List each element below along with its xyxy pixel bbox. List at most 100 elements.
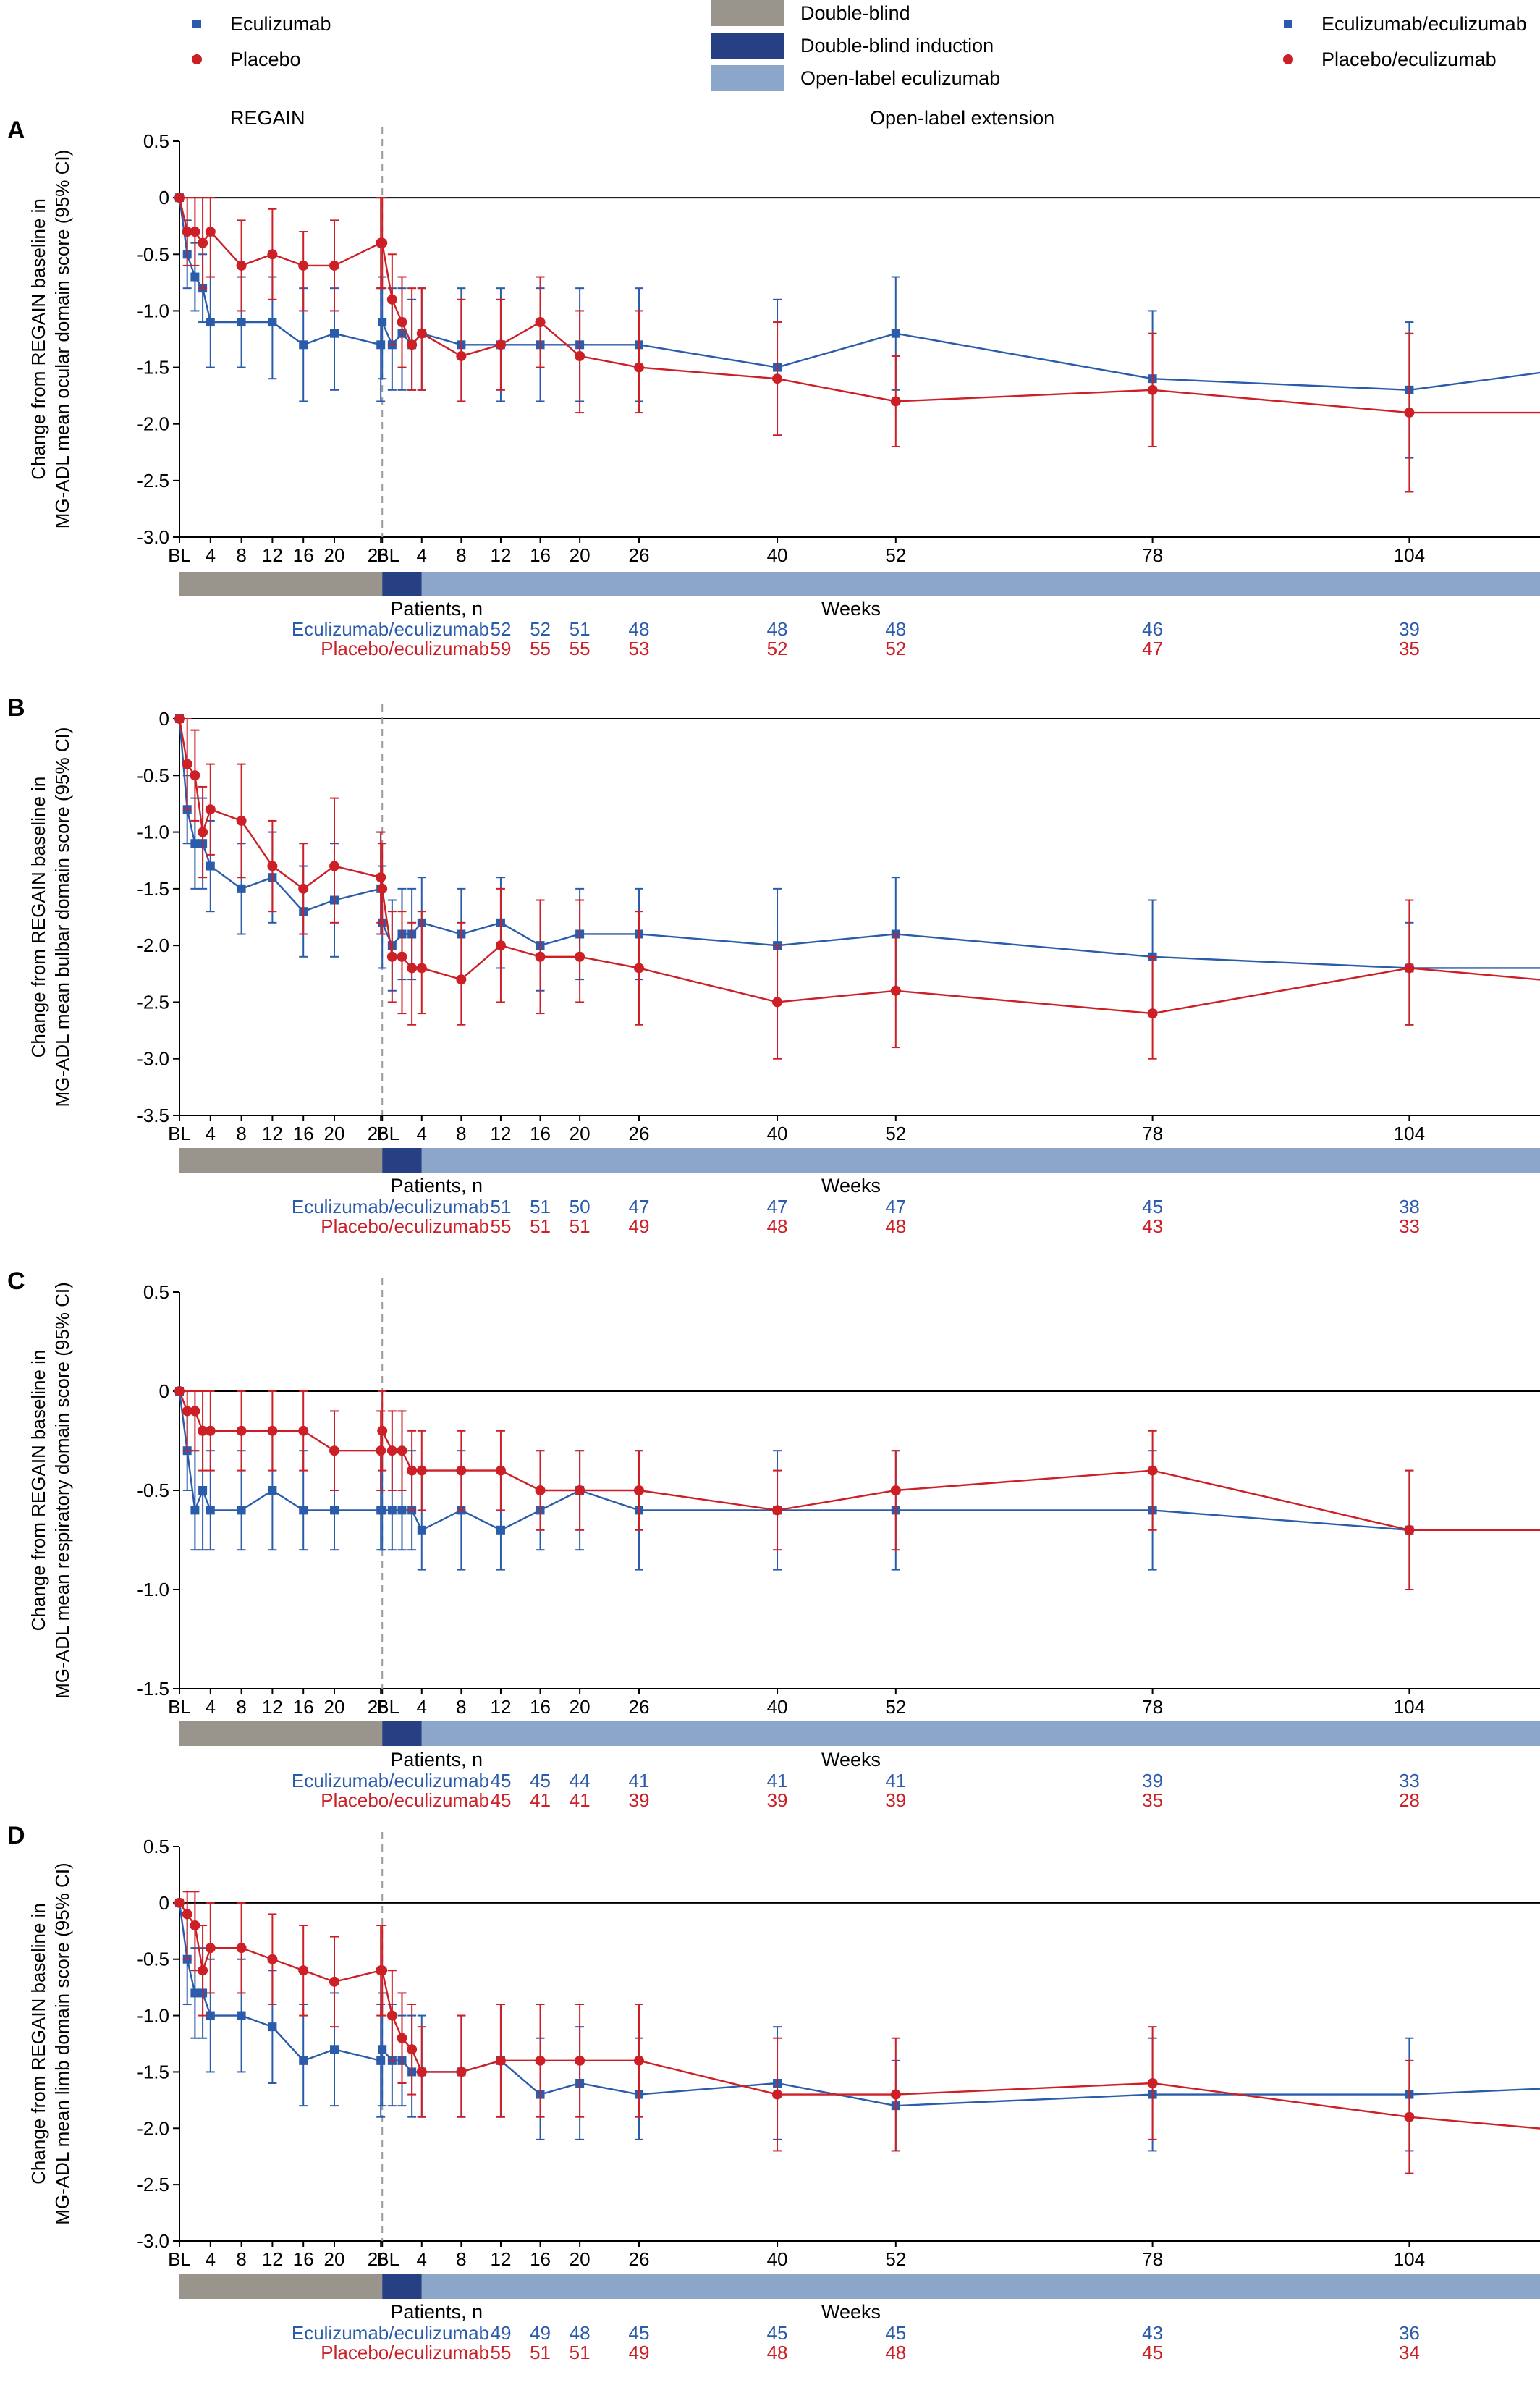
legend-label: Double-blind induction	[800, 35, 994, 56]
legend-marker-square-icon	[192, 20, 201, 28]
data-point	[198, 1486, 208, 1495]
data-point	[772, 2089, 783, 2100]
x-tick-label: 12	[490, 544, 511, 566]
patients-count-placebo: 39	[885, 1789, 906, 1811]
patients-count-eculizumab: 41	[767, 1770, 788, 1791]
y-tick-label: 0	[159, 708, 169, 730]
x-tick-label: 16	[293, 1123, 314, 1144]
y-tick-label: -2.0	[137, 934, 169, 956]
phase-bar-double-blind	[179, 1148, 383, 1173]
y-tick-label: 0	[159, 1380, 169, 1402]
data-point	[182, 227, 192, 237]
phase-bar-open-label	[421, 572, 1540, 596]
data-point	[198, 1965, 208, 1976]
legend-label: Placebo	[230, 48, 301, 70]
series-eculizumab	[175, 1898, 1540, 2152]
data-point	[634, 963, 644, 974]
x-tick-label: BL	[168, 544, 191, 566]
data-point	[299, 2056, 308, 2065]
data-point	[407, 963, 418, 974]
x-tick-label: 40	[767, 1696, 788, 1718]
data-point	[236, 1425, 247, 1436]
patients-count-eculizumab: 50	[570, 1196, 591, 1217]
series-eculizumab	[175, 714, 1540, 1026]
x-tick-label: BL	[376, 2248, 399, 2270]
data-point	[386, 2010, 397, 2021]
patients-n-label: Patients, n	[390, 1749, 483, 1771]
x-tick-label: 16	[293, 2248, 314, 2270]
data-point	[237, 318, 246, 327]
data-point	[1404, 408, 1415, 418]
x-tick-label: 8	[236, 544, 246, 566]
patients-count-placebo: 55	[570, 638, 591, 659]
data-point	[376, 340, 386, 350]
y-tick-label: 0.5	[143, 130, 169, 152]
x-tick-label: 4	[417, 544, 427, 566]
patients-count-placebo: 28	[1399, 1789, 1420, 1811]
patients-count-eculizumab: 52	[530, 618, 551, 640]
data-point	[417, 1525, 426, 1535]
x-tick-label: BL	[376, 544, 399, 566]
phase-bar-induction	[382, 1721, 422, 1746]
data-point	[237, 884, 246, 893]
patients-count-placebo: 45	[1142, 2342, 1163, 2363]
x-tick-label: 40	[767, 2248, 788, 2270]
data-point	[1147, 384, 1158, 395]
data-point	[890, 2089, 901, 2100]
data-point	[205, 1425, 216, 1436]
y-tick-label: -1.5	[137, 878, 169, 900]
y-tick-label: -1.0	[137, 2005, 169, 2027]
data-point	[634, 1485, 644, 1495]
series-eculizumab	[175, 193, 1540, 459]
patients-count-placebo: 48	[885, 2342, 906, 2363]
patients-count-placebo: 39	[629, 1789, 650, 1811]
patients-count-placebo: 55	[490, 2342, 511, 2363]
x-tick-label: 26	[629, 1696, 650, 1718]
weeks-label: Weeks	[821, 2301, 881, 2323]
x-tick-label: BL	[168, 2248, 191, 2270]
patients-row-label-placebo: Placebo/eculizumab	[321, 1215, 489, 1237]
period-label-regain: REGAIN	[230, 107, 305, 129]
x-tick-label: 52	[885, 1696, 906, 1718]
data-point	[634, 362, 644, 373]
data-point	[376, 1445, 386, 1456]
data-point	[376, 2056, 386, 2065]
data-point	[299, 340, 308, 350]
weeks-label: Weeks	[821, 1749, 881, 1771]
y-axis-label: MG-ADL mean limb domain score (95% CI)	[51, 1862, 73, 2224]
data-point	[1404, 1524, 1415, 1535]
y-axis-label: Change from REGAIN baseline in	[28, 1350, 49, 1632]
y-axis-label: Change from REGAIN baseline in	[28, 777, 49, 1058]
data-point	[377, 1425, 388, 1436]
data-point	[416, 963, 427, 974]
data-point	[329, 1445, 339, 1456]
x-tick-label: 8	[456, 1123, 466, 1144]
data-point	[416, 328, 427, 339]
data-point	[1147, 1008, 1158, 1019]
data-point	[495, 339, 506, 350]
patients-count-placebo: 43	[1142, 1215, 1163, 1237]
y-axis-label: MG-ADL mean respiratory domain score (95…	[51, 1282, 73, 1699]
data-point	[416, 1465, 427, 1476]
y-tick-label: -3.0	[137, 1048, 169, 1070]
data-point	[772, 373, 783, 384]
data-point	[1147, 1465, 1158, 1476]
data-point	[190, 227, 200, 237]
patients-count-placebo: 55	[530, 638, 551, 659]
x-tick-label: 104	[1394, 2248, 1425, 2270]
data-point	[190, 770, 200, 781]
data-point	[772, 1505, 783, 1516]
x-tick-label: 26	[368, 1696, 389, 1718]
y-tick-label: -0.5	[137, 1480, 169, 1501]
x-tick-label: 4	[206, 544, 216, 566]
x-tick-label: 8	[456, 544, 466, 566]
data-point	[198, 827, 208, 837]
x-tick-label: 8	[236, 1123, 246, 1144]
x-tick-label: 104	[1394, 1123, 1425, 1144]
x-tick-label: 20	[324, 1123, 345, 1144]
patients-count-placebo: 35	[1399, 638, 1420, 659]
x-tick-label: 16	[530, 1123, 551, 1144]
patients-count-placebo: 49	[629, 1215, 650, 1237]
data-point	[575, 1485, 585, 1495]
data-point	[190, 272, 200, 282]
